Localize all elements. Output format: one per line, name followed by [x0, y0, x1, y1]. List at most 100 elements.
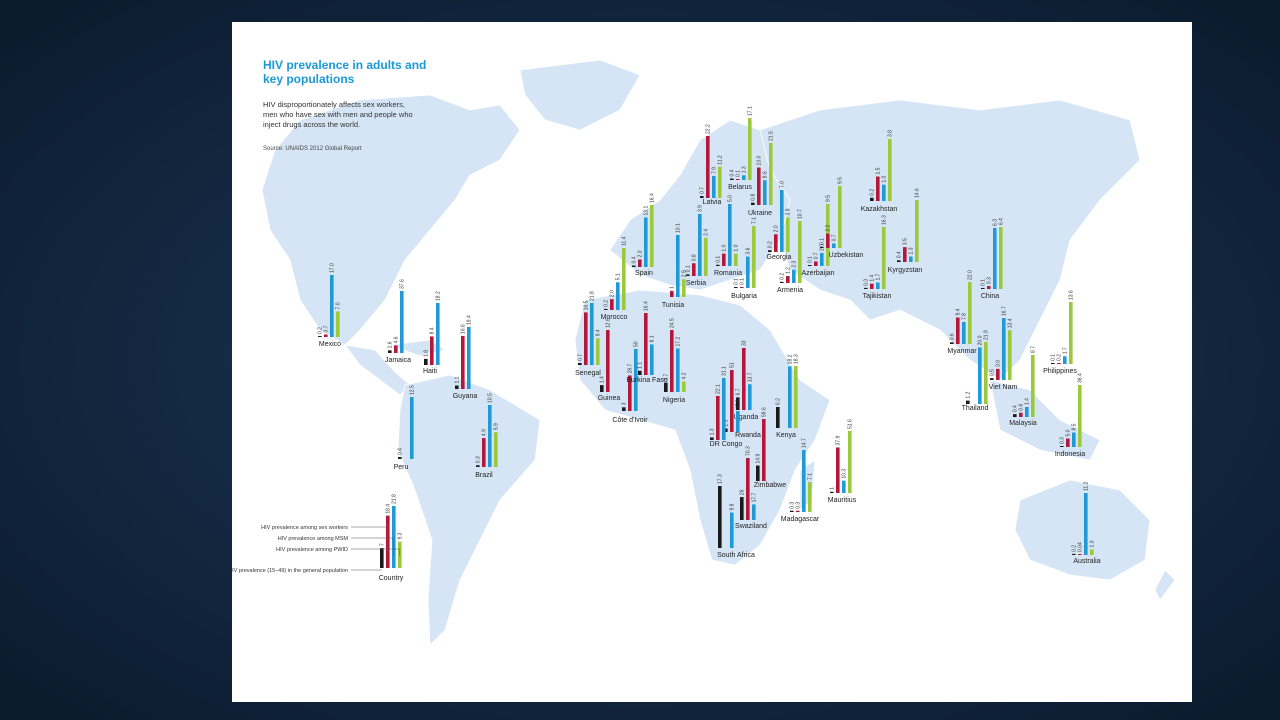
bar [790, 510, 794, 512]
value-label: 21.8 [392, 494, 398, 504]
bar [628, 375, 632, 411]
bar [716, 395, 720, 440]
value-label: 0.1 [808, 256, 814, 263]
bar [467, 327, 471, 389]
value-label: 59.6 [762, 407, 768, 417]
value-label: 22.2 [706, 124, 712, 134]
bar [638, 259, 642, 267]
value-label: 10.1 [676, 223, 682, 233]
bar [1013, 414, 1017, 417]
value-label: 3 [622, 402, 628, 405]
bar [622, 407, 626, 411]
value-label: 9.5 [826, 195, 832, 202]
bar [915, 200, 919, 262]
country-name: Kenya [776, 432, 796, 439]
title-line: HIV prevalence in adults and [263, 58, 426, 72]
legend-label: HIV prevalence among PWID [276, 547, 348, 553]
value-label: 0.6 [950, 333, 956, 340]
country-name: Georgia [767, 254, 792, 261]
bar [394, 345, 398, 353]
value-label: 14.7 [802, 438, 808, 448]
bar [676, 348, 680, 392]
bar [436, 303, 440, 365]
bar [987, 286, 991, 289]
value-label: 0.2 [1057, 354, 1063, 361]
value-label: 13.7 [748, 372, 754, 382]
country-name: Belarus [728, 184, 752, 191]
value-label: 9.3 [398, 532, 404, 539]
value-label: 16.7 [1002, 306, 1008, 316]
value-label: 2.4 [704, 229, 710, 236]
country-name: Serbia [686, 280, 706, 287]
bar [650, 344, 654, 375]
country-name: Mauritius [828, 497, 857, 504]
bar [993, 227, 997, 289]
value-label: 1.3 [742, 166, 748, 173]
country-name: Malaysia [1009, 420, 1037, 427]
value-label: 2.0 [638, 250, 644, 257]
bar [990, 378, 994, 380]
value-label: 9.4 [956, 308, 962, 315]
bar [966, 400, 970, 404]
legend-leader [351, 548, 401, 556]
value-label: 0.7 [700, 187, 706, 194]
subtitle-line: men who have sex with men and people who [263, 110, 413, 119]
bar [1078, 385, 1082, 447]
value-label: 0.3 [864, 279, 870, 286]
country-name: Guinea [598, 395, 621, 402]
value-label: 5.1 [616, 273, 622, 280]
bar [644, 217, 648, 267]
value-label: 6.3 [993, 219, 999, 226]
africa [574, 289, 831, 566]
bar [748, 384, 752, 410]
bar [780, 281, 784, 283]
value-label: 10.5 [488, 393, 494, 403]
country-name: Zimbabwe [754, 482, 786, 489]
bar [398, 457, 402, 459]
bar [712, 175, 716, 198]
bar [1063, 356, 1067, 364]
bar [424, 358, 428, 365]
value-label: 7.1 [808, 473, 814, 480]
subtitle-line: HIV disproportionately affects sex worke… [263, 100, 405, 109]
bar [1078, 554, 1082, 555]
bar [682, 279, 686, 297]
bar [604, 308, 608, 310]
value-label: 24.5 [670, 318, 676, 328]
value-label: 13.6 [1069, 290, 1075, 300]
country-name: Senegal [575, 370, 601, 377]
value-label: 11.2 [1084, 481, 1090, 491]
bar [808, 482, 812, 512]
bar [682, 381, 686, 392]
bar [836, 447, 840, 493]
value-label: 8.6 [763, 171, 769, 178]
value-label: 1.8 [424, 350, 430, 357]
value-label: 5.0 [728, 195, 734, 202]
bar [864, 287, 868, 289]
value-label: 21.9 [984, 330, 990, 340]
value-label: 0.1 [820, 238, 826, 245]
bar [644, 313, 648, 375]
bar [769, 143, 773, 205]
value-label: 1.4 [870, 275, 876, 282]
value-label: 0.5 [990, 369, 996, 376]
bar [788, 366, 792, 428]
value-label: 4.9 [482, 429, 488, 436]
value-label: 7 [380, 543, 386, 546]
country-name: Viet Nam [989, 384, 1018, 391]
bar [686, 274, 690, 276]
world-map: HIV prevalence in adults and key populat… [228, 58, 1176, 646]
bar [748, 118, 752, 180]
bar [763, 180, 767, 205]
value-label: 1 [670, 286, 676, 289]
bar [710, 437, 714, 440]
country-name: Madagascar [781, 516, 820, 523]
value-label: 1.1 [455, 376, 461, 383]
country-name: DR Congo [710, 441, 743, 448]
value-label: 0.7 [832, 234, 838, 241]
bar [962, 322, 966, 344]
bar [494, 432, 498, 467]
bar [324, 334, 328, 337]
value-label: 51 [730, 362, 736, 368]
value-label: 17.2 [736, 399, 742, 409]
